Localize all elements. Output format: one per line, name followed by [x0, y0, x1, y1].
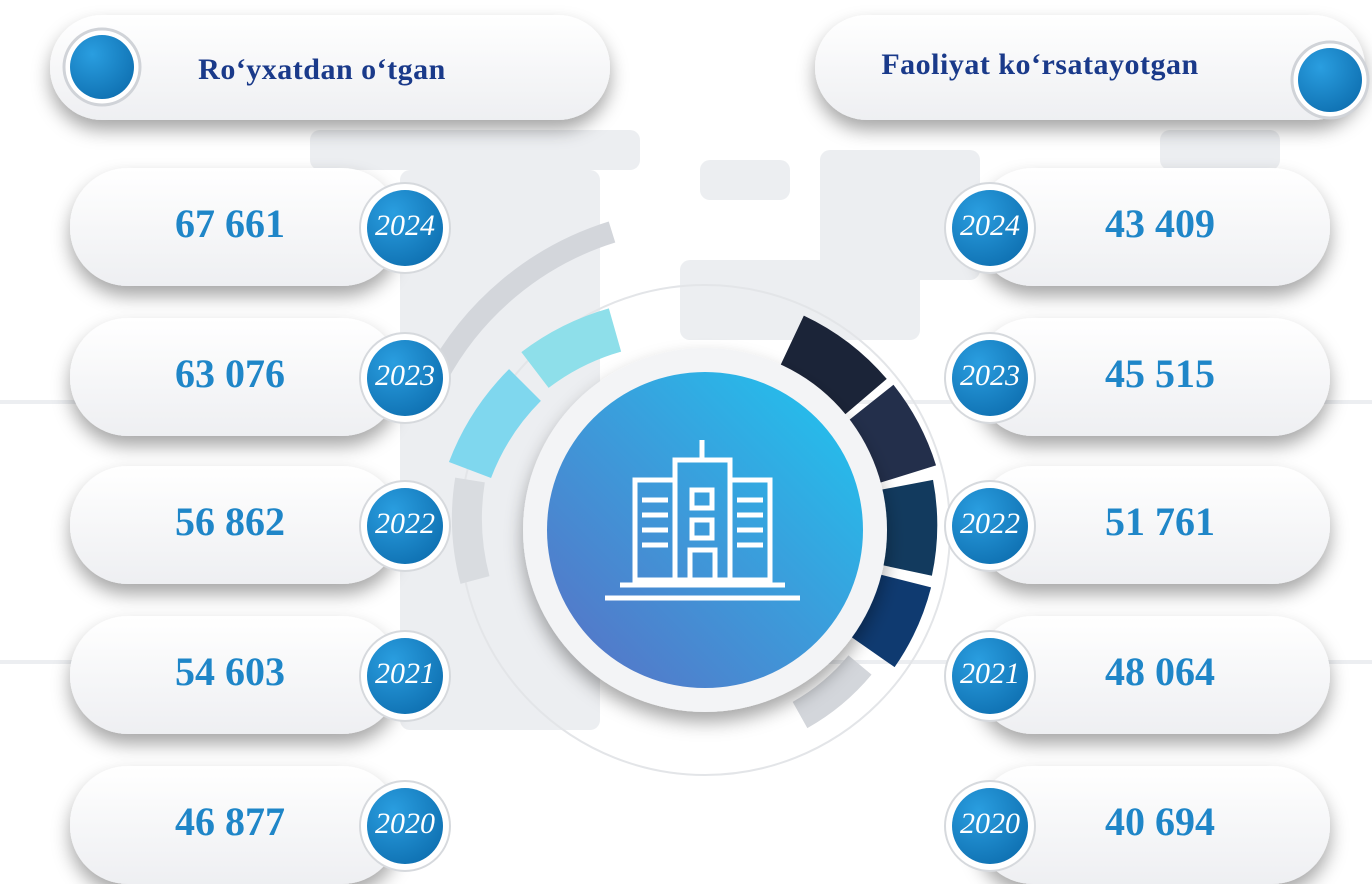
left-row: 56 862 2022: [70, 466, 451, 584]
value-pill: [975, 766, 1330, 884]
value-pill: [70, 766, 400, 884]
year-badge: [367, 190, 443, 266]
value-pill: [70, 318, 400, 436]
year: 2020: [375, 807, 435, 840]
value: 51 761: [1105, 499, 1215, 544]
year: 2021: [960, 657, 1020, 690]
year: 2023: [960, 359, 1020, 392]
year-badge: [367, 340, 443, 416]
year: 2020: [960, 807, 1020, 840]
value: 63 076: [175, 351, 285, 396]
center-graphic: [425, 221, 951, 776]
right-row: 40 694 2020: [944, 766, 1330, 884]
left-header: Ro‘yxatdan o‘tgan: [50, 15, 610, 120]
year-badge: [367, 488, 443, 564]
right-row: 48 064 2021: [944, 616, 1330, 734]
left-title: Ro‘yxatdan o‘tgan: [198, 53, 446, 86]
year-badge: [952, 190, 1028, 266]
value: 43 409: [1105, 201, 1215, 246]
right-row: 51 761 2022: [944, 466, 1330, 584]
right-row: 45 515 2023: [944, 318, 1330, 436]
left-row: 63 076 2023: [70, 318, 451, 436]
right-title: Faoliyat ko‘rsatayotgan: [881, 48, 1198, 81]
value: 56 862: [175, 499, 285, 544]
right-row: 43 409 2024: [944, 168, 1330, 286]
year-badge: [952, 788, 1028, 864]
value: 48 064: [1105, 649, 1215, 694]
left-row: 54 603 2021: [70, 616, 451, 734]
value-pill: [975, 466, 1330, 584]
value-pill: [975, 318, 1330, 436]
value-pill: [975, 616, 1330, 734]
left-row: 67 661 2024: [70, 168, 451, 286]
rows: 67 661 2024 63 076 2023 56 862 2022 54 603 2021…: [70, 168, 1330, 884]
year: 2022: [375, 507, 435, 540]
year-badge: [367, 788, 443, 864]
year-badge: [952, 488, 1028, 564]
year: 2023: [375, 359, 435, 392]
right-header: Faoliyat ko‘rsatayotgan: [815, 15, 1370, 120]
value-pill: [975, 168, 1330, 286]
value: 67 661: [175, 201, 285, 246]
year: 2022: [960, 507, 1020, 540]
value-pill: [70, 616, 400, 734]
value: 40 694: [1105, 799, 1215, 844]
year: 2024: [960, 209, 1020, 242]
value-pill: [70, 168, 400, 286]
value: 46 877: [175, 799, 285, 844]
year: 2021: [375, 657, 435, 690]
year-badge: [952, 638, 1028, 714]
value-pill: [70, 466, 400, 584]
year-badge: [952, 340, 1028, 416]
left-row: 46 877 2020: [70, 766, 451, 884]
value: 45 515: [1105, 351, 1215, 396]
year: 2024: [375, 209, 435, 242]
year-badge: [367, 638, 443, 714]
value: 54 603: [175, 649, 285, 694]
